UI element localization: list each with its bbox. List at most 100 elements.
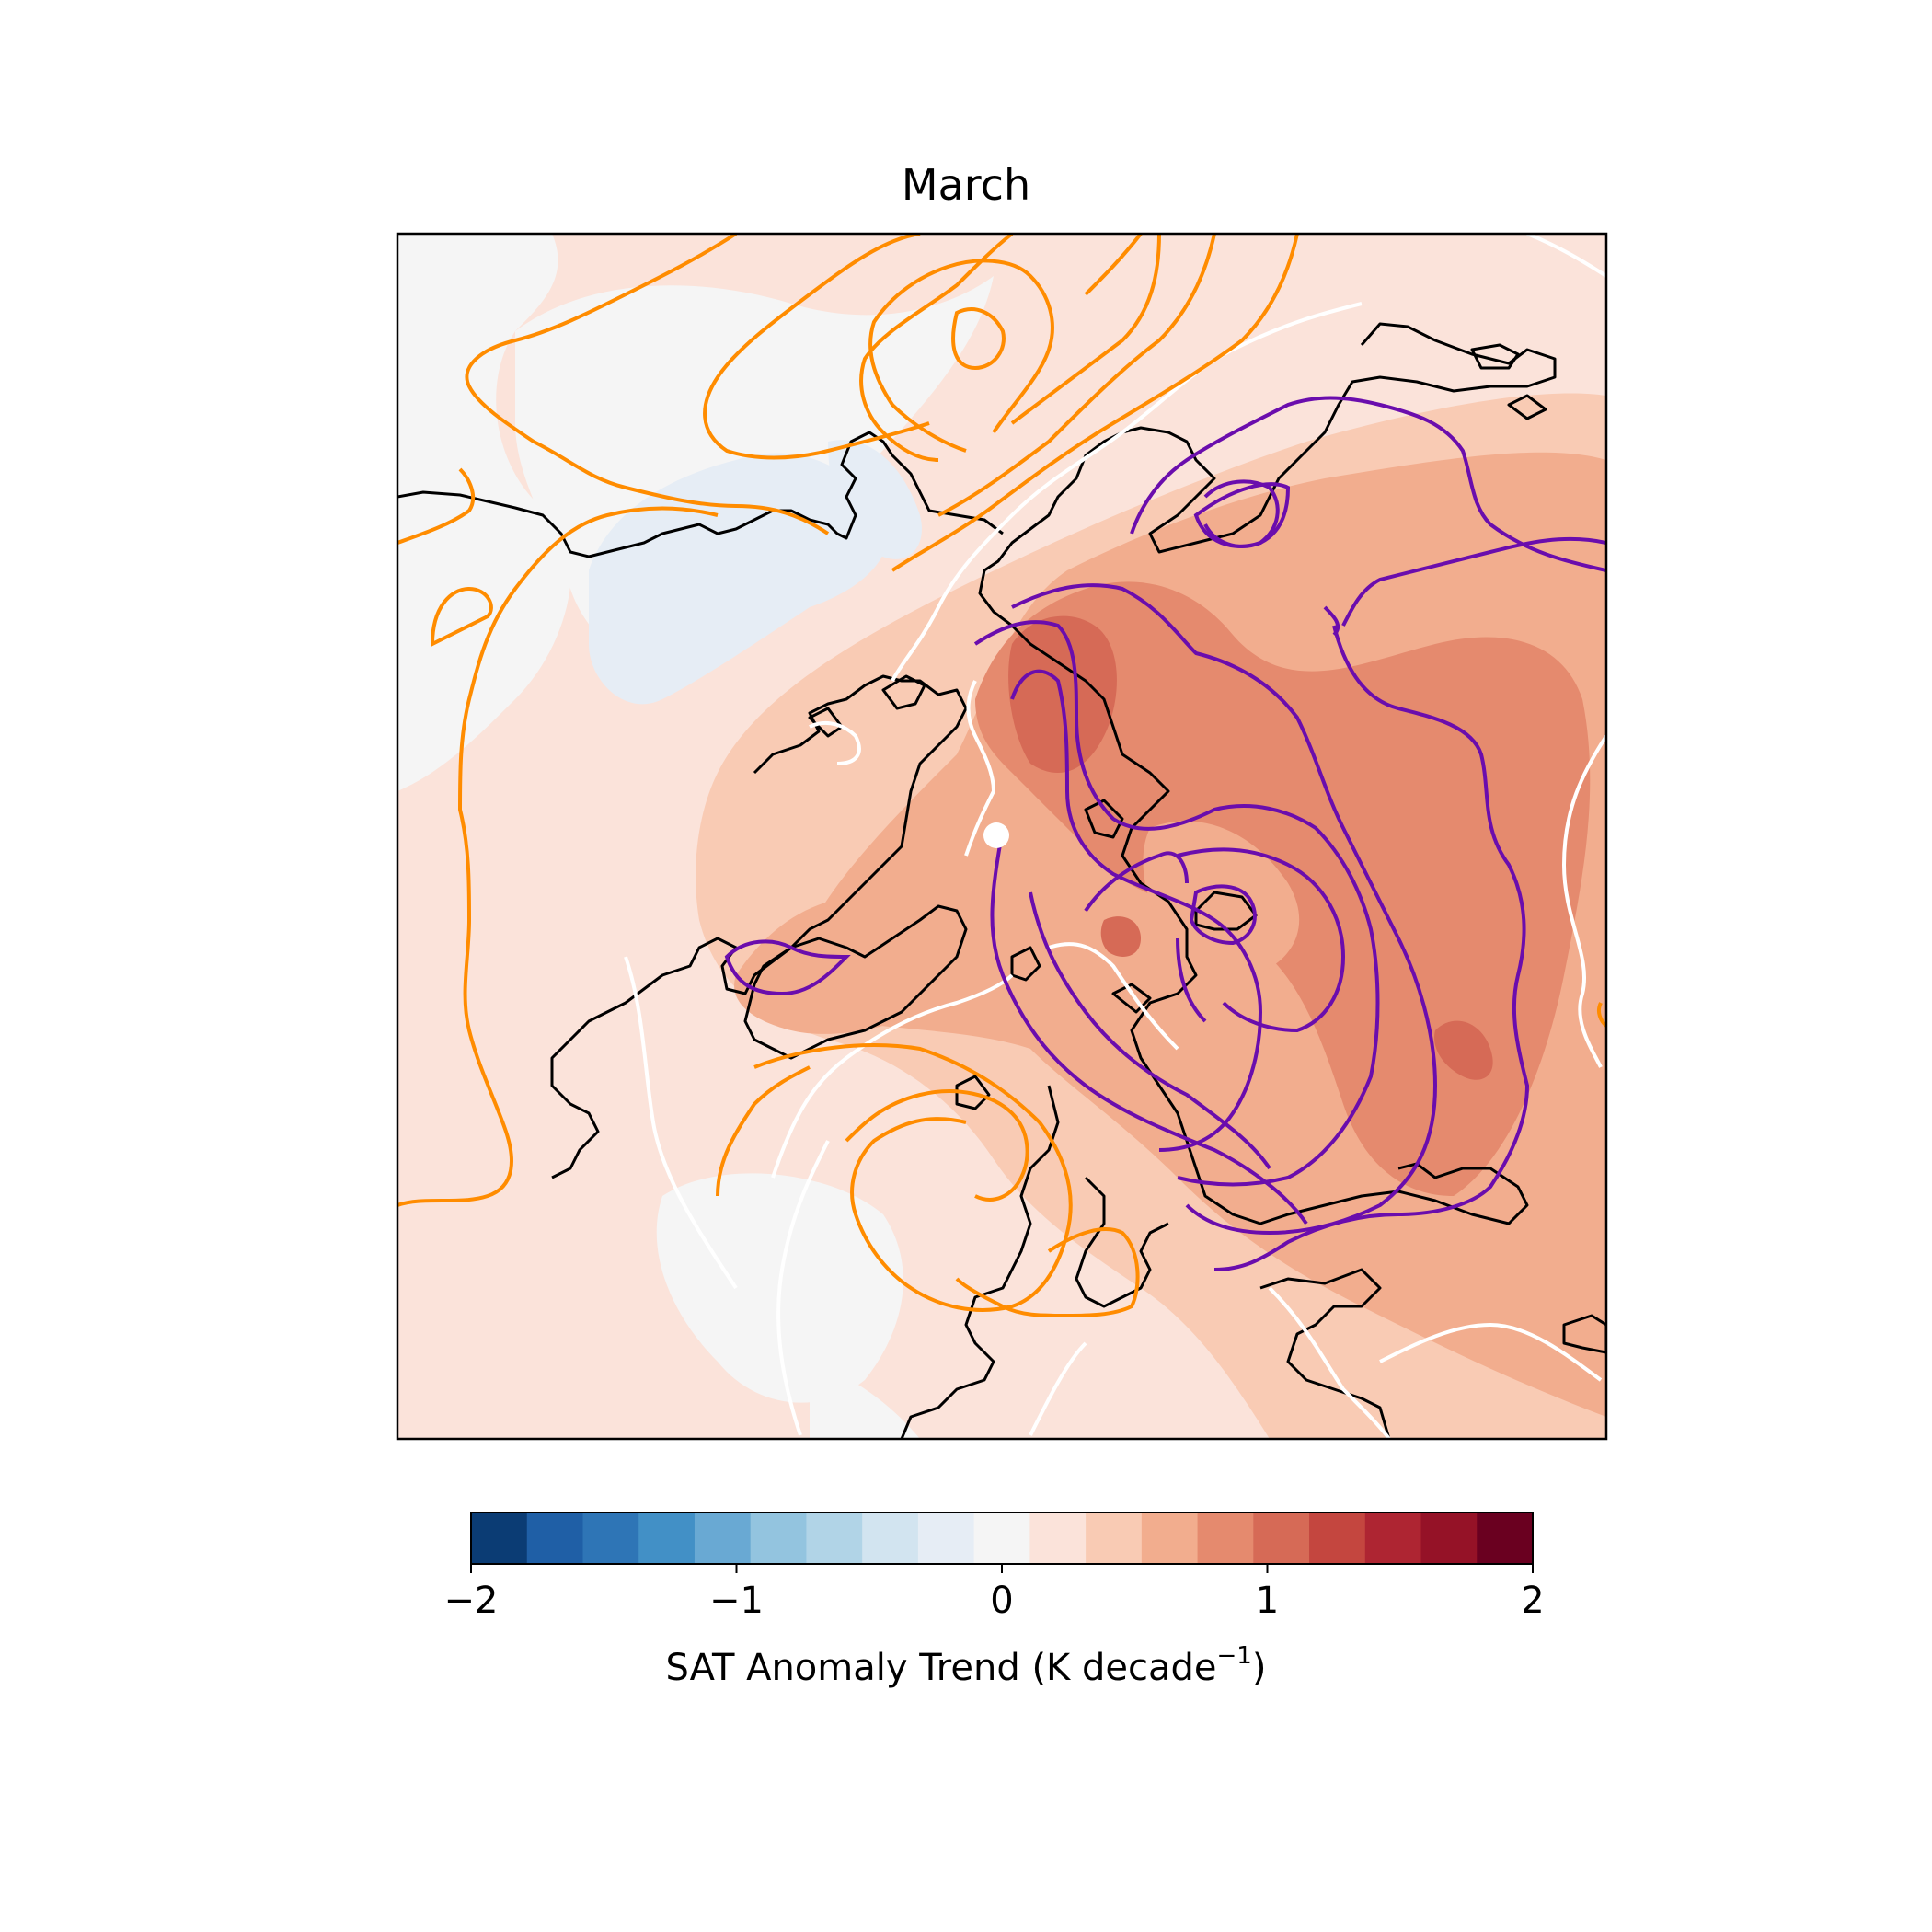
colorbar-swatch xyxy=(862,1512,919,1564)
colorbar-swatch xyxy=(471,1512,528,1564)
positive-contour-2 xyxy=(703,234,930,460)
colorbar-tick-label: −1 xyxy=(709,1580,764,1622)
colorbar-swatch xyxy=(917,1512,975,1564)
coastline-island-7 xyxy=(1507,394,1547,420)
zero-contour-6 xyxy=(776,1140,830,1436)
positive-contour-11 xyxy=(430,586,493,648)
colorbar-swatch xyxy=(750,1512,808,1564)
zero-contour-5 xyxy=(771,973,1014,1179)
zero-contour-8 xyxy=(1268,1286,1391,1439)
zero-contour-12 xyxy=(1048,942,1179,1051)
sat-region-neutral-southwest xyxy=(810,1362,920,1439)
zero-contours xyxy=(624,234,1606,1439)
zero-contour-1 xyxy=(1526,234,1606,278)
positive-contour-16 xyxy=(1596,1002,1606,1028)
coastline-island-5 xyxy=(1470,343,1520,370)
zero-contour-9 xyxy=(1379,1322,1603,1382)
map-content xyxy=(397,234,1606,1439)
negative-contour-9 xyxy=(1189,884,1257,946)
colorbar-swatch xyxy=(1364,1512,1422,1564)
coastline-island-3 xyxy=(1010,946,1041,982)
zero-contour-3 xyxy=(1561,734,1606,1068)
negative-contour-15 xyxy=(1323,605,1340,637)
zero-contour-7 xyxy=(624,956,738,1290)
positive-contour-14 xyxy=(716,1065,1140,1317)
negative-contour-12 xyxy=(1084,851,1189,913)
positive-contour-8 xyxy=(937,234,1216,517)
colorbar-tick-label: −2 xyxy=(443,1580,499,1622)
negative-contour-4 xyxy=(1213,625,1530,1271)
colorbar-tick-label: 0 xyxy=(990,1580,1014,1622)
colorbar-swatch xyxy=(1420,1512,1478,1564)
colorbar-swatch xyxy=(1141,1512,1199,1564)
positive-contour-10 xyxy=(397,467,476,545)
coastline-alaska xyxy=(397,431,1004,558)
colorbar xyxy=(470,1512,1534,1573)
colorbar-tick-label: 2 xyxy=(1521,1580,1545,1622)
colorbar-swatch xyxy=(582,1512,639,1564)
pole-marker xyxy=(983,822,1009,848)
zero-contour-11 xyxy=(809,720,861,765)
negative-contour-1 xyxy=(1341,536,1606,627)
positive-contour-12 xyxy=(397,506,719,1207)
coastline-greenland xyxy=(743,904,968,1060)
coastline-canada-arctic xyxy=(550,674,968,1179)
positive-contour-5 xyxy=(951,307,1006,371)
coastline-europe xyxy=(900,1085,1060,1439)
negative-contour-11 xyxy=(1029,891,1271,1170)
positive-contour-1 xyxy=(465,234,830,535)
zero-contour-4 xyxy=(964,680,996,857)
colorbar-label-close: ) xyxy=(1251,1647,1267,1689)
sat-region-neutral-northwest xyxy=(397,234,571,791)
colorbar-swatch xyxy=(1086,1512,1143,1564)
negative-contour-14 xyxy=(1203,479,1280,548)
positive-contour-9 xyxy=(891,234,1299,572)
coastline-northafrica xyxy=(1259,1268,1391,1439)
zero-contour-10 xyxy=(1029,1341,1087,1436)
negative-contour-6 xyxy=(973,620,1380,1187)
negative-contour-2 xyxy=(1130,396,1606,572)
map-title: March xyxy=(901,160,1031,210)
coastline-island-2 xyxy=(881,674,926,710)
colorbar-swatch xyxy=(638,1512,696,1564)
negative-contour-13 xyxy=(724,939,851,996)
coastline-island-1 xyxy=(1194,891,1258,931)
colorbar-swatch xyxy=(1477,1512,1534,1564)
colorbar-label-sup: −1 xyxy=(1216,1642,1252,1670)
positive-contour-6 xyxy=(1084,234,1143,296)
colorbar-swatch xyxy=(1197,1512,1254,1564)
colorbar-label: SAT Anomaly Trend (K decade−1) xyxy=(0,1642,1932,1690)
positive-contour-4 xyxy=(868,259,1054,453)
positive-contour-7 xyxy=(1010,234,1161,425)
negative-contour-7 xyxy=(1010,669,1263,1152)
colorbar-swatch xyxy=(973,1512,1030,1564)
negative-contour-5 xyxy=(1011,583,1438,1236)
sat-region-slight-negative xyxy=(589,453,889,705)
negative-contours xyxy=(724,396,1606,1271)
colorbar-swatch xyxy=(1309,1512,1366,1564)
coastlines xyxy=(397,322,1606,1439)
colorbar-swatch xyxy=(806,1512,863,1564)
colorbar-tick-label: 1 xyxy=(1255,1580,1280,1622)
positive-contour-13 xyxy=(753,1043,1073,1312)
coastline-island-9 xyxy=(1111,983,1152,1014)
sat-region-warming-5 xyxy=(1434,1020,1493,1080)
negative-contour-10 xyxy=(990,827,1308,1225)
coastline-island-8 xyxy=(955,1075,991,1110)
zero-contour-2 xyxy=(891,302,1363,682)
sat-region-slight-negative-2 xyxy=(828,440,922,559)
coastline-scandinavia xyxy=(1075,1176,1169,1308)
positive-contours xyxy=(397,234,1606,1317)
colorbar-swatch xyxy=(694,1512,752,1564)
negative-contour-8 xyxy=(1177,847,1346,1033)
coastline-asia xyxy=(978,322,1557,1225)
map-frame xyxy=(396,232,1608,1441)
colorbar-label-main: SAT Anomaly Trend (K decade xyxy=(665,1647,1217,1689)
positive-contour-15 xyxy=(845,1089,1029,1202)
colorbar-swatch xyxy=(1029,1512,1087,1564)
positive-contour-3 xyxy=(859,234,1014,462)
colorbar-swatch xyxy=(1253,1512,1310,1564)
sat-region-warming-6 xyxy=(1100,916,1141,957)
